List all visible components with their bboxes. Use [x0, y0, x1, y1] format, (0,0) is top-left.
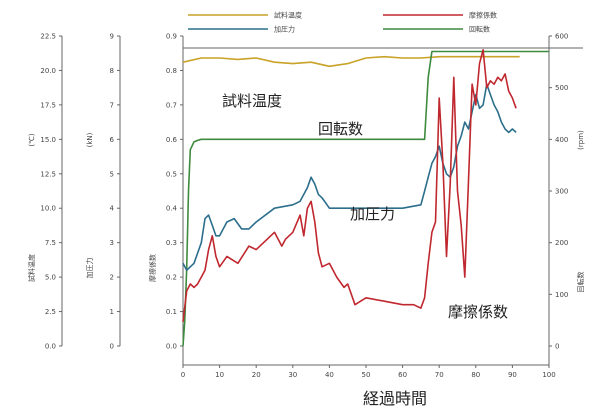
y-tick-label-press: 1 [110, 308, 114, 316]
axes-layer: 0 10 20 30 40 50 60 70 80 90 1000.02.55.07.510.012… [27, 33, 585, 380]
y-axis-side-label-temp: 試料温度 [27, 254, 36, 282]
y-tick-label-press: 8 [110, 67, 114, 75]
y-tick-label-mu: 0.1 [166, 308, 177, 316]
y-tick-label-mu: 0.7 [166, 101, 177, 109]
y-tick-label-press: 0 [110, 343, 114, 351]
x-tick-label: 50 [362, 371, 371, 379]
y-axis-side-label-rpm: 回転数 [576, 272, 585, 293]
y-tick-label-temp: 7.5 [45, 239, 56, 247]
annotation-rpm: 回転数 [318, 120, 363, 138]
y-tick-label-mu: 0.9 [166, 33, 177, 41]
x-tick-label: 10 [215, 371, 224, 379]
x-tick-label: 100 [542, 371, 555, 379]
legend-label: 加圧力 [274, 25, 295, 34]
y-tick-label-press: 2 [110, 274, 114, 282]
y-tick-label-rpm: 400 [555, 136, 568, 144]
annotation-mu: 摩擦係数 [448, 303, 508, 321]
series-line-rpm [182, 50, 549, 347]
series-line-press [182, 83, 517, 272]
y-tick-label-temp: 20.0 [40, 67, 56, 75]
y-axis-unit-rpm: (rpm) [577, 130, 585, 150]
y-tick-label-press: 3 [110, 239, 114, 247]
series-line-temp [182, 55, 520, 68]
y-tick-label-press: 9 [110, 33, 114, 41]
y-tick-label-mu: 0.3 [166, 239, 177, 247]
series-line-mu [182, 48, 517, 322]
y-tick-label-temp: 10.0 [40, 205, 56, 213]
x-tick-label: 0 [181, 371, 185, 379]
x-tick-label: 70 [435, 371, 444, 379]
y-tick-label-temp: 2.5 [45, 308, 56, 316]
y-axis-side-label-press: 加圧力 [85, 258, 94, 279]
y-tick-label-temp: 22.5 [40, 33, 56, 41]
x-tick-label: 60 [398, 371, 407, 379]
y-tick-label-press: 4 [110, 205, 115, 213]
annotation-press: 加圧力 [350, 205, 395, 223]
y-tick-label-temp: 5.0 [45, 274, 56, 282]
y-tick-label-rpm: 0 [555, 343, 559, 351]
x-tick-label: 30 [288, 371, 297, 379]
y-tick-label-press: 7 [110, 101, 114, 109]
y-tick-label-rpm: 300 [555, 188, 568, 196]
y-axis-side-label-mu: 摩擦係数 [148, 254, 157, 282]
y-tick-label-rpm: 500 [555, 84, 568, 92]
y-tick-label-temp: 17.5 [40, 101, 56, 109]
y-tick-label-mu: 0.6 [166, 136, 178, 144]
x-tick-label: 40 [325, 371, 334, 379]
annotation-temp: 試料温度 [222, 92, 282, 110]
y-tick-label-press: 5 [110, 170, 114, 178]
y-axis-unit-press: (kN) [86, 132, 94, 147]
x-tick-label: 90 [508, 371, 517, 379]
y-tick-label-temp: 0.0 [45, 343, 56, 351]
x-axis-title: 経過時間 [363, 389, 427, 408]
x-tick-label: 20 [252, 371, 261, 379]
legend-label: 試料温度 [274, 11, 302, 20]
y-tick-label-mu: 0.5 [166, 170, 177, 178]
plot-frame [182, 36, 583, 366]
legend-label: 回転数 [469, 25, 490, 34]
y-tick-label-temp: 12.5 [40, 170, 56, 178]
y-tick-label-mu: 0.8 [166, 67, 177, 75]
y-tick-label-press: 6 [110, 136, 115, 144]
y-tick-label-temp: 15.0 [40, 136, 56, 144]
y-tick-label-mu: 0.2 [166, 274, 177, 282]
y-tick-label-mu: 0.0 [166, 343, 177, 351]
x-tick-label: 80 [471, 371, 480, 379]
y-tick-label-mu: 0.4 [166, 205, 178, 213]
y-tick-label-rpm: 600 [555, 33, 568, 41]
series-layer [182, 48, 549, 347]
y-axis-unit-temp: (℃) [28, 133, 36, 147]
legend-label: 摩擦係数 [469, 11, 497, 20]
y-tick-label-rpm: 100 [555, 291, 568, 299]
y-tick-label-rpm: 200 [555, 239, 568, 247]
